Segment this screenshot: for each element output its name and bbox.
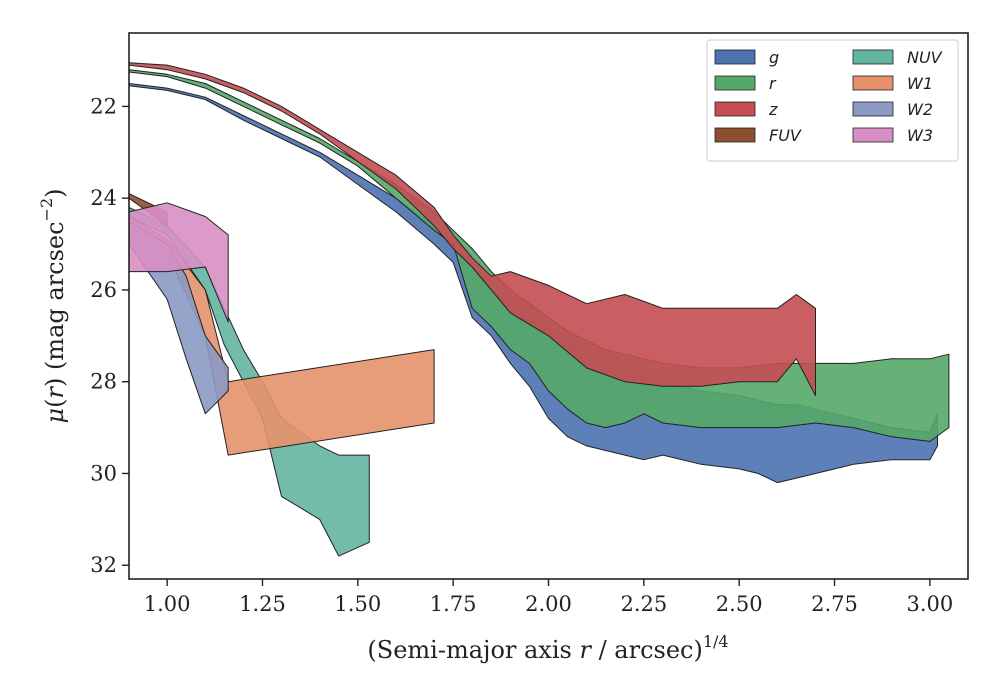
legend-swatch-fuv [714, 127, 756, 143]
legend-label-g: g [769, 48, 779, 67]
legend-label-w2: W2 [907, 100, 933, 119]
y-axis-ticks: 22 24 26 28 30 32 [90, 94, 129, 577]
band-z [128, 62, 816, 396]
legend-label-z: z [768, 100, 778, 119]
legend-label-r: r [769, 74, 777, 93]
legend-swatch-nuv [852, 49, 894, 65]
legend-box [706, 39, 959, 162]
legend-label-fuv: FUV [769, 126, 802, 145]
y-tick-label: 22 [90, 94, 117, 118]
band-w3 [128, 202, 229, 323]
x-tick-label: 1.50 [334, 592, 381, 616]
legend-swatch-z [714, 101, 756, 117]
legend-swatch-w1 [852, 75, 894, 91]
legend-label-nuv: NUV [907, 48, 943, 67]
legend-swatch-w2 [852, 101, 894, 117]
x-tick-label: 3.00 [906, 592, 953, 616]
x-tick-label: 1.75 [430, 592, 477, 616]
y-axis-label: μ(r) (mag arcsec−2) [37, 188, 69, 423]
x-axis-ticks: 1.00 1.25 1.50 1.75 2.00 2.25 2.50 2.75 3.00 [144, 579, 953, 616]
y-tick-label: 24 [90, 186, 117, 210]
x-tick-label: 1.00 [144, 592, 191, 616]
legend-label-w3: W3 [907, 126, 933, 145]
x-tick-label: 1.25 [239, 592, 286, 616]
legend-label-w1: W1 [907, 74, 933, 93]
legend-swatch-g [714, 49, 756, 65]
x-tick-label: 2.00 [525, 592, 572, 616]
series-bands [128, 62, 950, 557]
x-tick-label: 2.25 [620, 592, 667, 616]
x-tick-label: 2.50 [716, 592, 763, 616]
legend-swatch-r [714, 75, 756, 91]
legend: grz FUV NUV W1 W2 W3 [706, 39, 959, 162]
x-tick-label: 2.75 [811, 592, 858, 616]
x-axis-label: (Semi-major axis r / arcsec)1/4 [367, 632, 728, 664]
y-tick-label: 32 [90, 553, 117, 577]
y-tick-label: 26 [90, 278, 117, 302]
y-tick-label: 28 [90, 370, 117, 394]
y-tick-label: 30 [90, 461, 117, 485]
legend-swatch-w3 [852, 127, 894, 143]
